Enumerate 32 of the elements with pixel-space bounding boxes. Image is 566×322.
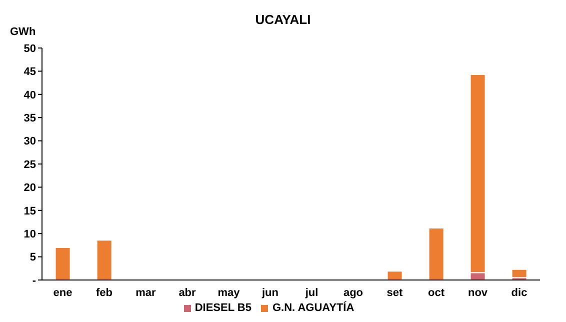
x-tick-label: ene (53, 286, 72, 299)
y-tick-label: 15 (24, 205, 36, 218)
y-tick-label: 40 (24, 89, 36, 102)
x-tick-label: ago (343, 286, 364, 299)
x-tick-label: set (386, 286, 404, 299)
y-tick-label: 20 (24, 182, 36, 194)
y-tick-label: 25 (24, 158, 36, 171)
bar (96, 240, 112, 280)
y-axis-title: GWh (10, 26, 36, 38)
y-tick-label: 45 (24, 66, 36, 78)
x-tick-label: mar (136, 286, 157, 299)
x-tick-label: oct (428, 286, 445, 299)
bar (386, 270, 403, 280)
x-tick-label: jun (261, 286, 279, 299)
chart-title: UCAYALI (254, 12, 312, 27)
y-tick-label: 50 (24, 42, 36, 55)
y-tick-label: 35 (24, 112, 36, 125)
bar (511, 268, 528, 278)
x-tick-label: may (218, 286, 241, 299)
y-tick-label: - (32, 274, 36, 287)
bar (428, 228, 444, 280)
legend-label: G.N. AGUAYTÍA (272, 302, 354, 314)
x-tick-label: jul (304, 286, 318, 299)
x-tick-label: feb (96, 286, 113, 299)
bar (54, 247, 71, 280)
x-tick-label: nov (468, 286, 488, 299)
y-tick-label: 5 (30, 252, 36, 264)
x-tick-label: dic (511, 286, 528, 299)
legend-label: DIESEL B5 (194, 302, 252, 314)
x-tick-label: abr (178, 286, 197, 299)
y-tick-label: 10 (24, 228, 36, 241)
y-tick-label: 30 (24, 136, 36, 148)
